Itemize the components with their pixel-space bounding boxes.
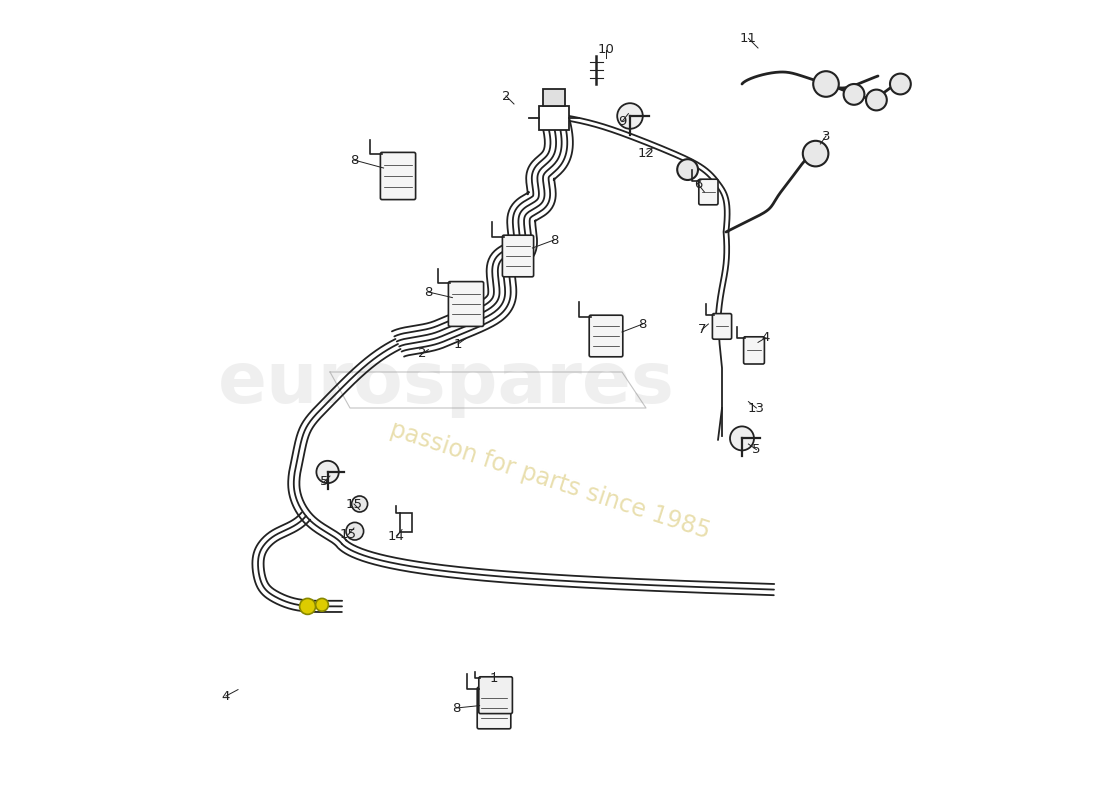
Circle shape	[866, 90, 887, 110]
Text: 1: 1	[490, 672, 498, 685]
Text: 3: 3	[822, 130, 830, 142]
Text: eurospares: eurospares	[218, 350, 674, 418]
Text: 12: 12	[638, 147, 654, 160]
Text: 2: 2	[418, 347, 427, 360]
Text: 8: 8	[350, 154, 359, 166]
Text: 2: 2	[502, 90, 510, 102]
Circle shape	[352, 496, 367, 512]
Circle shape	[316, 598, 329, 611]
Text: 13: 13	[748, 402, 764, 414]
Text: 8: 8	[425, 286, 432, 298]
Text: 5: 5	[320, 475, 329, 488]
Text: 10: 10	[597, 43, 615, 56]
Circle shape	[813, 71, 839, 97]
FancyBboxPatch shape	[478, 677, 513, 714]
Text: 15: 15	[345, 498, 363, 510]
Text: 8: 8	[452, 702, 461, 714]
Circle shape	[678, 159, 698, 180]
FancyBboxPatch shape	[477, 687, 510, 729]
Text: 4: 4	[222, 690, 230, 702]
Text: 8: 8	[550, 234, 558, 246]
Circle shape	[730, 426, 754, 450]
FancyBboxPatch shape	[698, 179, 718, 205]
Text: 15: 15	[340, 528, 356, 541]
Text: 6: 6	[694, 178, 702, 190]
FancyBboxPatch shape	[744, 337, 764, 364]
FancyBboxPatch shape	[713, 314, 732, 339]
Text: 11: 11	[740, 32, 757, 45]
FancyBboxPatch shape	[590, 315, 623, 357]
Text: 4: 4	[762, 331, 770, 344]
Bar	[539, 106, 569, 130]
Bar	[399, 513, 412, 532]
Circle shape	[617, 103, 642, 129]
Text: 1: 1	[453, 338, 462, 350]
Circle shape	[346, 522, 364, 540]
Text: 9: 9	[618, 115, 626, 128]
Text: 14: 14	[388, 530, 405, 542]
FancyBboxPatch shape	[449, 282, 484, 326]
FancyBboxPatch shape	[381, 152, 416, 199]
Circle shape	[803, 141, 828, 166]
Circle shape	[317, 461, 339, 483]
Text: 8: 8	[639, 318, 647, 330]
Text: 7: 7	[697, 323, 706, 336]
Text: 5: 5	[752, 443, 761, 456]
Circle shape	[890, 74, 911, 94]
Bar	[542, 89, 565, 106]
FancyBboxPatch shape	[503, 235, 534, 277]
Text: passion for parts since 1985: passion for parts since 1985	[387, 417, 713, 543]
Circle shape	[844, 84, 865, 105]
Circle shape	[299, 598, 316, 614]
